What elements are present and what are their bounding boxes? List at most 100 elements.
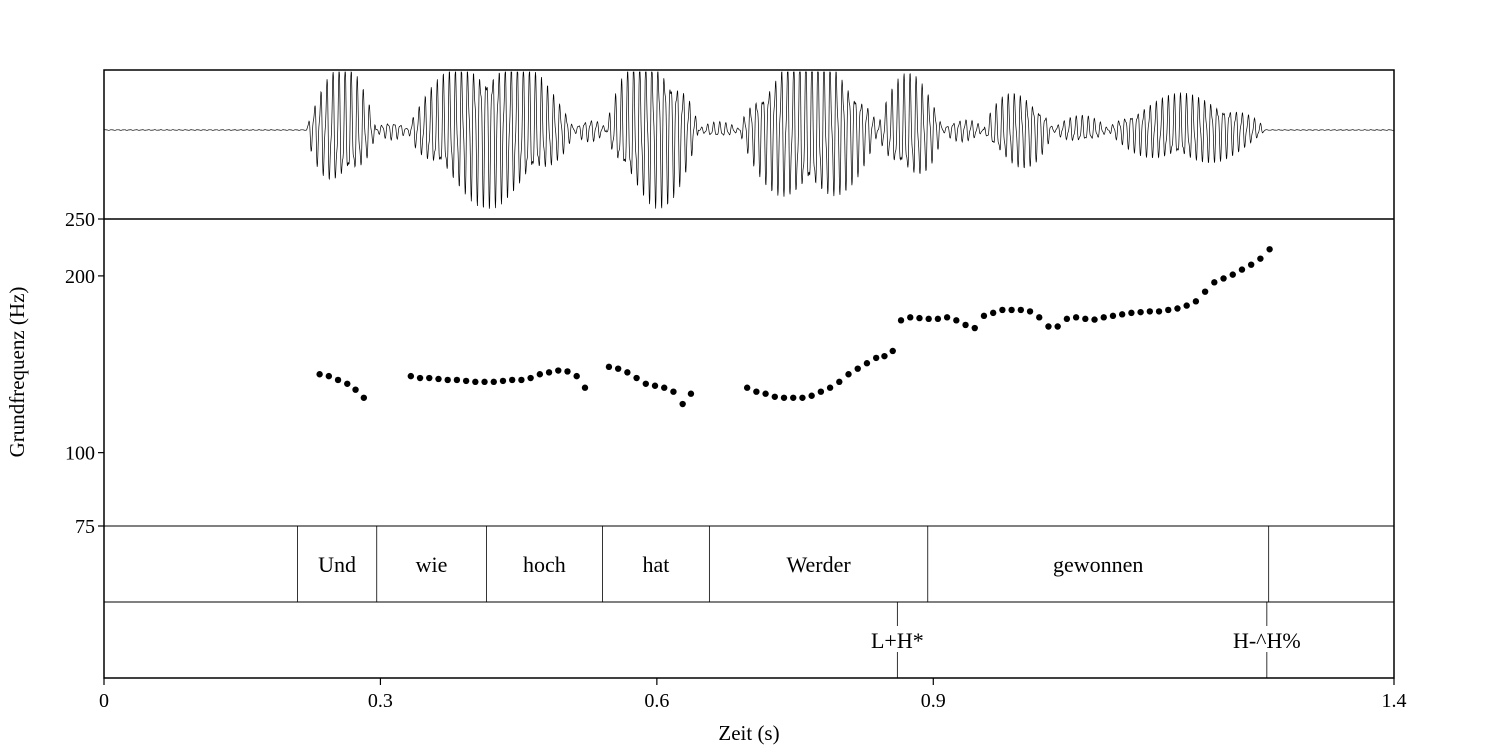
pitch-point [836, 378, 843, 386]
pitch-point [1266, 246, 1273, 253]
pitch-point [1183, 302, 1190, 309]
tone-label: L+H* [871, 628, 924, 653]
x-tick-label: 0.6 [644, 690, 669, 712]
word-label: Und [318, 552, 356, 577]
pitch-point [545, 369, 553, 376]
pitch-point [889, 347, 896, 355]
pitch-point [1192, 298, 1200, 305]
pitch-point [1128, 309, 1135, 317]
pitch-point [555, 367, 562, 374]
word-tier: Und wie hoch hat Werder gewonnen [297, 526, 1270, 602]
pitch-point [1201, 288, 1209, 295]
pitch-point [1257, 255, 1264, 262]
x-tick-label: 0.3 [368, 690, 393, 712]
word-label: hat [642, 552, 669, 577]
pitch-point [581, 384, 589, 391]
pitch-point [472, 378, 479, 386]
pitch-point [499, 377, 507, 385]
pitch-point [508, 376, 516, 384]
pitch-point [325, 372, 333, 380]
pitch-point [344, 380, 351, 387]
y-axis: 250 200 100 75 [65, 209, 104, 538]
pitch-point [444, 376, 451, 384]
pitch-point [953, 317, 960, 324]
pitch-point [633, 374, 640, 382]
pitch-point [799, 394, 806, 401]
x-axis: 0 0.3 0.6 0.9 1.4 [99, 678, 1407, 712]
pitch-point [642, 380, 649, 387]
pitch-point [845, 371, 852, 378]
pitch-point [490, 378, 497, 386]
pitch-point [1063, 315, 1071, 323]
pitch-point [762, 390, 769, 397]
waveform-trace [103, 71, 1395, 209]
pitch-point [462, 377, 470, 385]
x-tick-label: 0 [99, 690, 109, 712]
word-label: gewonnen [1053, 552, 1143, 577]
pitch-point [453, 376, 461, 384]
pitch-point [790, 394, 797, 401]
pitch-point [962, 321, 969, 329]
y-tick-label: 250 [65, 209, 95, 231]
pitch-point [907, 314, 914, 321]
y-tick-label: 75 [75, 516, 95, 538]
pitch-point [999, 306, 1006, 314]
pitch-point [1026, 308, 1034, 315]
figure-frame [103, 69, 1395, 679]
pitch-point [334, 376, 342, 384]
pitch-point [1229, 271, 1236, 278]
y-tick-label: 100 [65, 443, 95, 465]
pitch-point [925, 315, 932, 323]
pitch-point [771, 393, 778, 400]
pitch-point [518, 376, 525, 384]
word-label: hoch [523, 552, 566, 577]
pitch-point [1220, 275, 1227, 282]
pitch-point [971, 324, 978, 332]
pitch-point [854, 365, 861, 372]
pitch-point [863, 360, 871, 367]
pitch-point [881, 352, 888, 360]
pitch-point [1036, 314, 1043, 321]
pitch-point [407, 372, 415, 380]
pitch-point [1100, 314, 1107, 321]
x-tick-label: 0.9 [921, 690, 946, 712]
pitch-point [573, 372, 580, 380]
x-axis-title: Zeit (s) [718, 721, 779, 745]
pitch-point [1072, 314, 1080, 321]
pitch-point [416, 374, 424, 382]
pitch-point [980, 312, 988, 320]
pitch-point [753, 388, 760, 395]
pitch-point [1091, 316, 1098, 323]
pitch-point [1238, 266, 1246, 273]
pitch-point [1109, 312, 1117, 320]
x-tick-label: 1.4 [1382, 690, 1407, 712]
pitch-point [316, 371, 323, 378]
pitch-point [1017, 306, 1025, 314]
pitch-point [817, 388, 825, 395]
pitch-point [651, 382, 659, 389]
word-label: Werder [786, 552, 851, 577]
tone-label: H-^H% [1233, 628, 1301, 653]
waveform-panel [103, 71, 1395, 209]
pitch-point [624, 369, 631, 376]
pitch-point [1118, 311, 1126, 318]
pitch-point [1211, 279, 1218, 286]
pitch-point [872, 354, 880, 362]
y-axis-title: Grundfrequenz (Hz) [5, 287, 29, 458]
y-tick-label: 200 [65, 266, 95, 288]
pitch-point [614, 365, 622, 372]
pitch-point [780, 394, 788, 401]
pitch-point [1137, 308, 1144, 316]
pitch-point [1082, 315, 1089, 323]
tone-tier: L+H* H-^H% [871, 602, 1301, 678]
pitch-point [679, 400, 686, 408]
pitch-point [1174, 305, 1181, 312]
pitch-point [743, 384, 751, 391]
pitch-point [670, 388, 677, 395]
pitch-point [1146, 308, 1154, 315]
pitch-point [536, 371, 544, 378]
pitch-point [826, 384, 834, 391]
pitch-point [808, 392, 815, 399]
pitch-point [1155, 308, 1163, 315]
